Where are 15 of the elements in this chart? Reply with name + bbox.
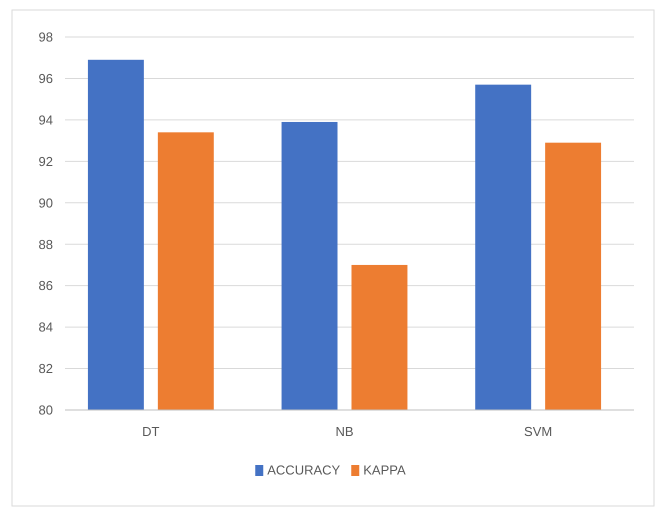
y-tick-label: 82 (38, 361, 53, 376)
x-tick-label: SVM (524, 424, 552, 439)
y-tick-label: 92 (38, 154, 53, 169)
y-tick-label: 88 (38, 236, 53, 252)
y-tick-label: 98 (38, 30, 53, 45)
legend-label: KAPPA (363, 462, 406, 478)
y-tick-label: 86 (38, 278, 53, 294)
y-tick-label: 84 (38, 320, 53, 335)
x-tick-label: NB (335, 424, 354, 439)
y-tick-label: 90 (38, 195, 53, 210)
legend-label: ACCURACY (267, 462, 341, 478)
x-tick-label: DT (142, 424, 160, 439)
y-tick-label: 96 (38, 70, 53, 86)
y-tick-label: 80 (38, 402, 53, 418)
y-tick-label: 94 (38, 112, 53, 128)
